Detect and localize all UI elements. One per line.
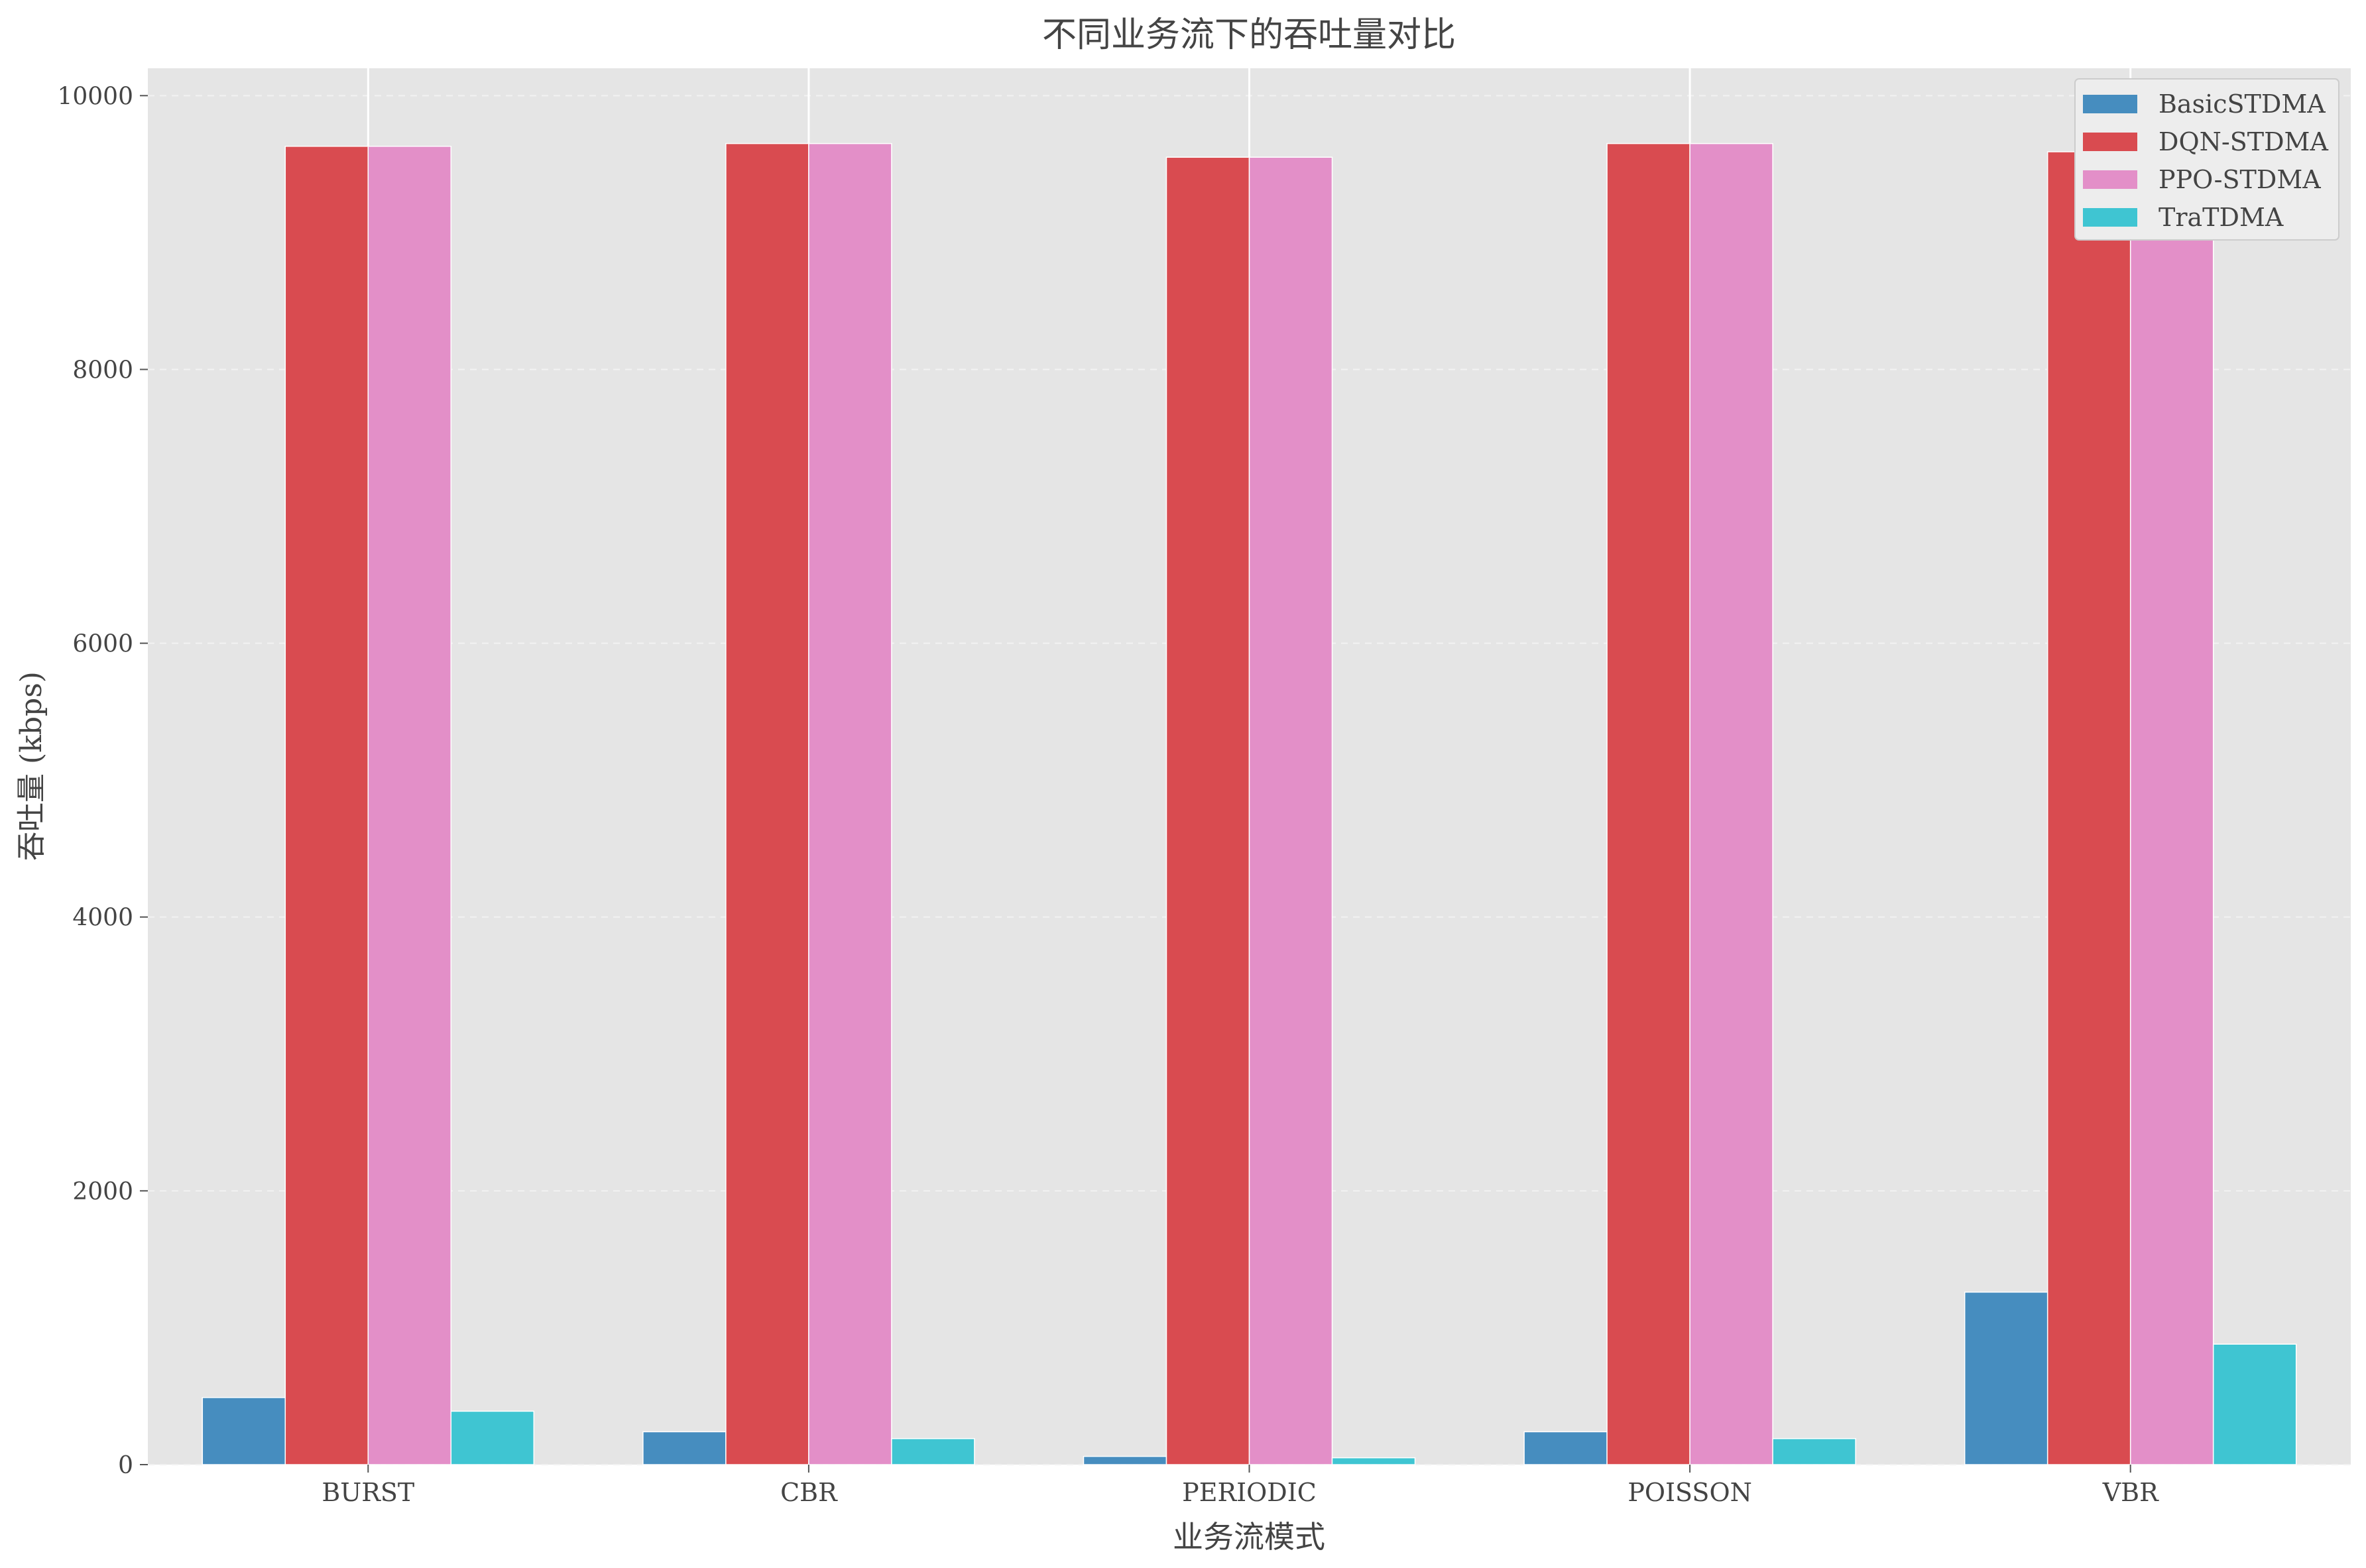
bar-dqn-stdma-poisson: [1606, 142, 1690, 1465]
legend: BasicSTDMA DQN-STDMA PPO-STDMA TraTDMA: [2074, 78, 2339, 241]
ticks: 0 2000 4000 6000 8000 10000 BURST CBR PERIODIC PO…: [57, 83, 2159, 1507]
legend-box: [2074, 78, 2339, 241]
legend-swatch-tratdma: [2083, 208, 2137, 227]
x-tick-label: CBR: [780, 1478, 838, 1507]
y-tick-label: 0: [118, 1452, 133, 1479]
x-tick-label: POISSON: [1627, 1478, 1752, 1507]
y-tick-label: 10000: [57, 83, 133, 110]
legend-swatch-dqn-stdma: [2083, 133, 2137, 151]
bar-tratdma-vbr: [2212, 1343, 2297, 1465]
bar-tratdma-burst: [450, 1410, 535, 1465]
y-tick-label: 6000: [72, 631, 133, 658]
bar-ppo-stdma-poisson: [1689, 142, 1773, 1465]
bar-tratdma-poisson: [1772, 1438, 1856, 1465]
bar-tratdma-periodic: [1331, 1457, 1416, 1465]
x-tick-label: PERIODIC: [1182, 1478, 1317, 1507]
legend-swatch-basicstdma: [2083, 95, 2137, 113]
bar-ppo-stdma-vbr: [2129, 151, 2214, 1465]
legend-label-dqn-stdma: DQN-STDMA: [2159, 127, 2328, 156]
y-tick-label: 4000: [72, 905, 133, 932]
bar-ppo-stdma-cbr: [808, 142, 892, 1465]
bar-basicstdma-vbr: [1964, 1291, 2048, 1465]
bar-basicstdma-burst: [202, 1397, 286, 1465]
bars: [202, 142, 2297, 1465]
y-axis-label: 吞吐量 (kbps): [15, 671, 48, 861]
bar-dqn-stdma-periodic: [1165, 156, 1250, 1465]
bar-dqn-stdma-burst: [284, 145, 369, 1465]
legend-swatch-ppo-stdma: [2083, 170, 2137, 189]
legend-label-basicstdma: BasicSTDMA: [2159, 89, 2326, 119]
x-tick-label: VBR: [2102, 1478, 2159, 1507]
chart-title: 不同业务流下的吞吐量对比: [1042, 15, 1456, 55]
bar-dqn-stdma-vbr: [2046, 151, 2131, 1465]
x-axis-label: 业务流模式: [1173, 1519, 1325, 1555]
bar-basicstdma-cbr: [642, 1431, 727, 1465]
bar-basicstdma-poisson: [1523, 1431, 1608, 1465]
y-tick-label: 2000: [72, 1178, 133, 1205]
bar-dqn-stdma-cbr: [725, 142, 809, 1465]
bar-basicstdma-periodic: [1083, 1455, 1167, 1465]
legend-label-ppo-stdma: PPO-STDMA: [2159, 165, 2321, 194]
y-tick-label: 8000: [72, 357, 133, 384]
bar-tratdma-cbr: [891, 1438, 975, 1465]
bar-ppo-stdma-periodic: [1248, 156, 1333, 1465]
bar-ppo-stdma-burst: [367, 145, 452, 1465]
x-tick-label: BURST: [322, 1478, 414, 1507]
legend-label-tratdma: TraTDMA: [2159, 203, 2284, 232]
